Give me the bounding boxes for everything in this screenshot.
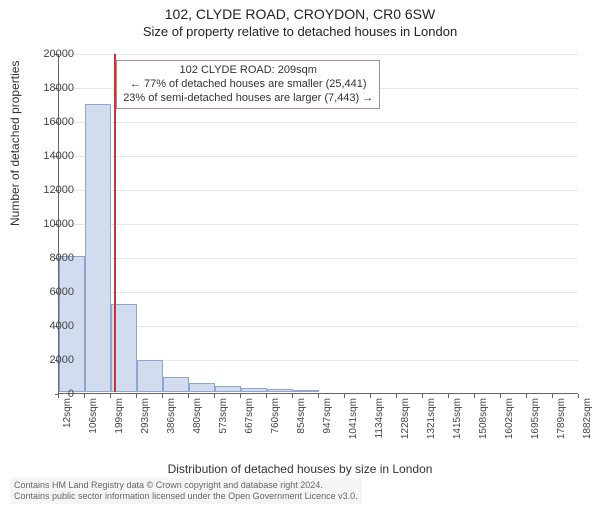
- callout-line: ← 77% of detached houses are smaller (25…: [123, 78, 373, 92]
- y-tick-label: 0: [24, 388, 74, 400]
- x-tick-mark: [344, 394, 345, 398]
- chart-area: 102 CLYDE ROAD: 209sqm← 77% of detached …: [58, 54, 578, 422]
- x-tick-label: 1321sqm: [426, 398, 437, 458]
- gridline: [59, 292, 578, 293]
- x-tick-label: 106sqm: [88, 398, 99, 458]
- gridline: [59, 190, 578, 191]
- x-tick-mark: [188, 394, 189, 398]
- gridline: [59, 258, 578, 259]
- gridline: [59, 224, 578, 225]
- y-tick-label: 6000: [24, 286, 74, 298]
- plot-area: 102 CLYDE ROAD: 209sqm← 77% of detached …: [58, 54, 578, 394]
- x-tick-mark: [396, 394, 397, 398]
- x-tick-label: 1789sqm: [556, 398, 567, 458]
- footer-line-2: Contains public sector information licen…: [14, 491, 358, 502]
- x-tick-mark: [422, 394, 423, 398]
- callout-line: 23% of semi-detached houses are larger (…: [123, 92, 373, 106]
- x-tick-label: 199sqm: [114, 398, 125, 458]
- x-tick-label: 1882sqm: [582, 398, 593, 458]
- x-tick-label: 1134sqm: [374, 398, 385, 458]
- x-tick-label: 386sqm: [166, 398, 177, 458]
- histogram-bar: [163, 377, 189, 392]
- gridline: [59, 122, 578, 123]
- x-tick-label: 1415sqm: [452, 398, 463, 458]
- x-tick-mark: [292, 394, 293, 398]
- y-tick-label: 20000: [24, 48, 74, 60]
- x-tick-mark: [266, 394, 267, 398]
- histogram-bar: [137, 360, 163, 392]
- x-tick-label: 573sqm: [218, 398, 229, 458]
- footer-attribution: Contains HM Land Registry data © Crown c…: [10, 478, 362, 505]
- gridline: [59, 54, 578, 55]
- x-axis-label: Distribution of detached houses by size …: [0, 462, 600, 476]
- x-tick-label: 760sqm: [270, 398, 281, 458]
- x-tick-label: 12sqm: [62, 398, 73, 458]
- property-callout: 102 CLYDE ROAD: 209sqm← 77% of detached …: [116, 60, 380, 109]
- y-tick-label: 12000: [24, 184, 74, 196]
- y-tick-label: 14000: [24, 150, 74, 162]
- x-tick-label: 293sqm: [140, 398, 151, 458]
- x-tick-label: 854sqm: [296, 398, 307, 458]
- x-tick-mark: [500, 394, 501, 398]
- x-tick-mark: [474, 394, 475, 398]
- page-title: 102, CLYDE ROAD, CROYDON, CR0 6SW: [0, 6, 600, 22]
- y-tick-label: 16000: [24, 116, 74, 128]
- x-tick-mark: [110, 394, 111, 398]
- x-tick-mark: [552, 394, 553, 398]
- y-tick-label: 10000: [24, 218, 74, 230]
- x-tick-mark: [84, 394, 85, 398]
- y-tick-label: 18000: [24, 82, 74, 94]
- x-tick-mark: [318, 394, 319, 398]
- x-tick-label: 480sqm: [192, 398, 203, 458]
- histogram-bar: [85, 104, 111, 392]
- x-tick-mark: [214, 394, 215, 398]
- x-tick-mark: [370, 394, 371, 398]
- callout-line: 102 CLYDE ROAD: 209sqm: [123, 64, 373, 78]
- x-tick-mark: [136, 394, 137, 398]
- y-tick-label: 8000: [24, 252, 74, 264]
- histogram-bar: [241, 388, 267, 392]
- histogram-bar: [215, 386, 241, 392]
- y-tick-label: 4000: [24, 320, 74, 332]
- y-axis-label: Number of detached properties: [8, 61, 22, 226]
- histogram-bar: [293, 390, 319, 392]
- x-tick-label: 1508sqm: [478, 398, 489, 458]
- x-tick-mark: [526, 394, 527, 398]
- page-subtitle: Size of property relative to detached ho…: [0, 24, 600, 39]
- gridline: [59, 156, 578, 157]
- x-tick-label: 1602sqm: [504, 398, 515, 458]
- histogram-bar: [267, 389, 293, 392]
- footer-line-1: Contains HM Land Registry data © Crown c…: [14, 480, 358, 491]
- x-tick-label: 1228sqm: [400, 398, 411, 458]
- x-tick-label: 947sqm: [322, 398, 333, 458]
- histogram-bar: [189, 383, 215, 392]
- x-tick-mark: [162, 394, 163, 398]
- x-tick-mark: [240, 394, 241, 398]
- x-tick-label: 667sqm: [244, 398, 255, 458]
- x-tick-label: 1041sqm: [348, 398, 359, 458]
- y-tick-label: 2000: [24, 354, 74, 366]
- x-tick-mark: [448, 394, 449, 398]
- x-tick-label: 1695sqm: [530, 398, 541, 458]
- x-tick-mark: [578, 394, 579, 398]
